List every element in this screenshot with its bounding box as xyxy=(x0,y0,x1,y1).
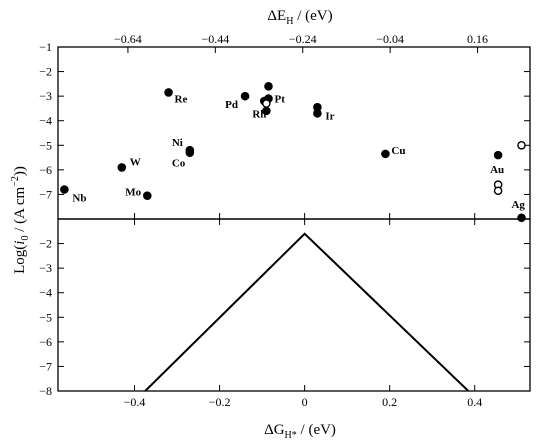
bottom-y-tick-label: −5 xyxy=(39,310,52,324)
bottom-y-tick-label: −2 xyxy=(39,237,52,251)
top-x-tick-label: 0.16 xyxy=(467,32,488,46)
bottom-y-axis: −8 −7 −6 −5 −4 −3 −2 xyxy=(39,237,530,398)
point-label: Ir xyxy=(325,110,334,122)
volcano-line xyxy=(144,232,470,392)
point-label: W xyxy=(130,156,141,168)
top-y-tick-label: −1 xyxy=(39,40,52,54)
top-y-tick-label: −4 xyxy=(39,114,52,128)
top-x-axis: −0.64 −0.44 −0.24 −0.04 0.16 xyxy=(114,32,488,53)
data-point xyxy=(493,150,503,160)
point-label: Ni xyxy=(172,137,183,149)
top-x-tick-label: −0.04 xyxy=(376,32,404,46)
top-y-tick-label: −6 xyxy=(39,163,52,177)
bottom-x-tick-label: −0.2 xyxy=(209,395,231,409)
point-label: Pd xyxy=(225,99,238,111)
point-label: Re xyxy=(175,93,188,105)
data-point xyxy=(142,191,152,200)
data-point xyxy=(313,109,322,118)
bottom-x-tick-label: −0.4 xyxy=(124,395,146,409)
point-label: Pt xyxy=(274,94,285,106)
point-labels: Nb W Mo Re Ni Co Pd Pt Rh Ir Cu Au Ag xyxy=(72,93,525,210)
bottom-y-tick-label: −7 xyxy=(39,359,52,373)
bottom-y-tick-label: −6 xyxy=(39,335,52,349)
bottom-panel-frame xyxy=(57,218,531,392)
point-label: Au xyxy=(490,164,504,176)
top-y-tick-label: −3 xyxy=(39,89,52,103)
bottom-x-tick-label: 0.2 xyxy=(382,395,397,409)
data-point xyxy=(264,82,273,91)
top-y-tick-label: −2 xyxy=(39,65,52,79)
top-y-tick-label: −5 xyxy=(39,138,52,152)
data-point xyxy=(185,148,195,157)
top-y-axis: −7 −6 −5 −4 −3 −2 −1 xyxy=(39,40,530,201)
data-point xyxy=(164,88,173,97)
data-point xyxy=(60,185,69,194)
top-x-tick-label: −0.64 xyxy=(114,32,142,46)
data-point xyxy=(240,91,250,101)
data-point xyxy=(381,149,390,159)
scatter-points xyxy=(60,82,526,223)
bottom-x-axis: −0.4 −0.2 0 0.2 0.4 xyxy=(124,213,482,409)
top-x-tick-label: −0.44 xyxy=(201,32,229,46)
bottom-axis-title: ΔGH* / (eV) xyxy=(264,422,336,441)
top-x-tick-label: −0.24 xyxy=(289,32,317,46)
point-label: Ag xyxy=(511,199,525,211)
data-point-open xyxy=(517,140,526,150)
point-label: Cu xyxy=(391,145,405,157)
point-label: Rh xyxy=(252,109,266,121)
top-y-tick-label: −7 xyxy=(39,187,52,201)
data-point xyxy=(517,213,526,223)
data-point-open xyxy=(493,186,503,196)
bottom-x-tick-label: 0.4 xyxy=(467,395,482,409)
top-axis-title: ΔEH / (eV) xyxy=(267,8,332,27)
bottom-y-tick-label: −4 xyxy=(39,286,52,300)
point-label: Co xyxy=(172,158,186,170)
bottom-y-tick-label: −3 xyxy=(39,261,52,275)
point-label: Nb xyxy=(72,193,86,205)
bottom-x-tick-label: 0 xyxy=(302,395,308,409)
bottom-y-tick-label: −8 xyxy=(39,384,52,398)
data-point-open xyxy=(262,99,271,108)
data-point xyxy=(117,163,127,172)
y-axis-title: Log(i0 / (A cm−2)) xyxy=(10,166,31,274)
point-label: Mo xyxy=(125,187,141,199)
